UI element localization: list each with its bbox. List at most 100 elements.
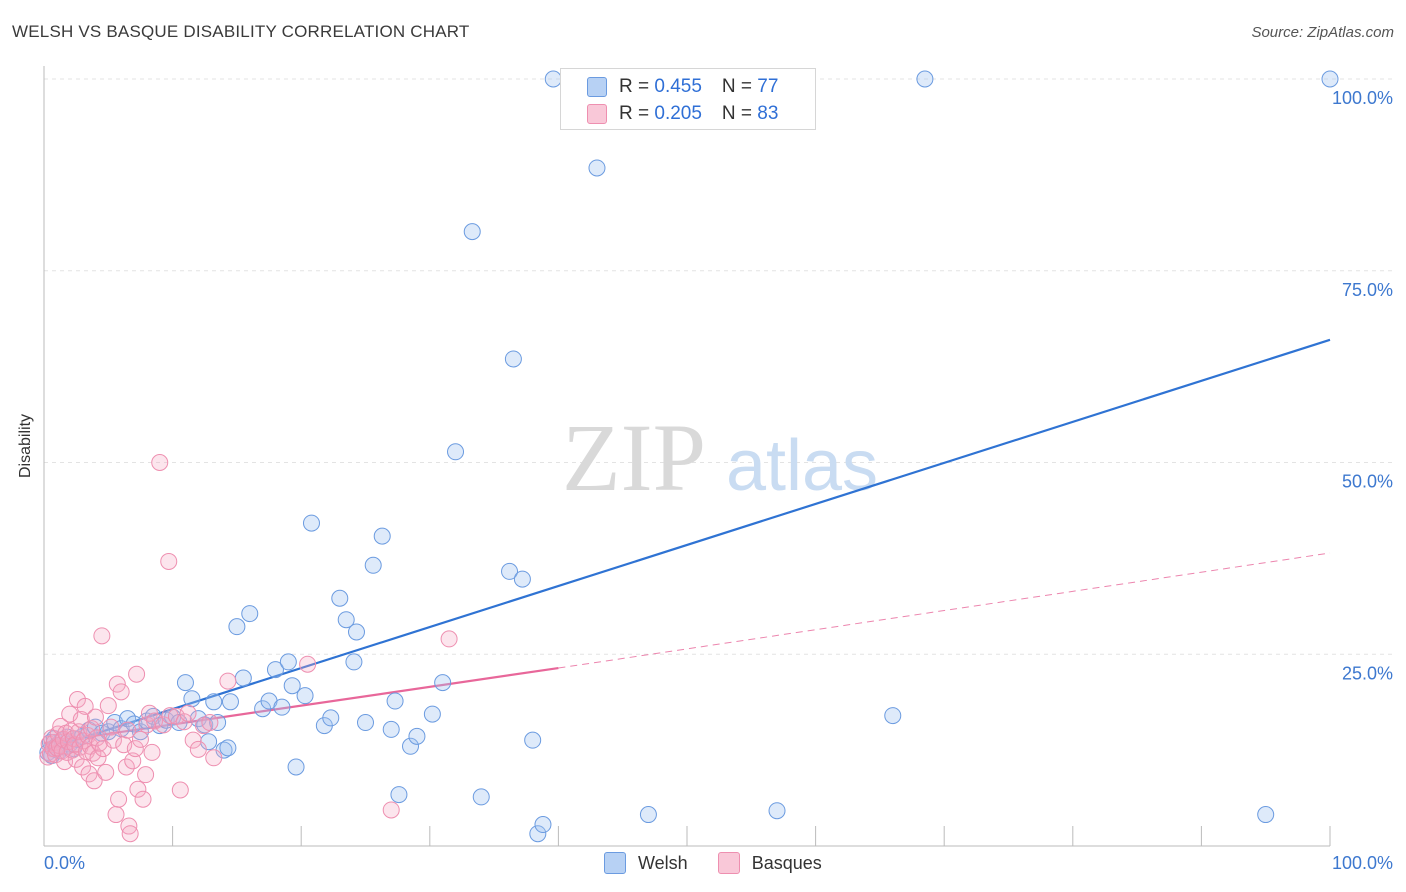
welsh-point-56 xyxy=(345,653,363,671)
welsh-point-72 xyxy=(513,570,531,588)
basque-point-52 xyxy=(117,758,135,776)
series-legend: Welsh Basques xyxy=(604,852,852,874)
basque-point-79 xyxy=(205,749,223,767)
welsh-point-47 xyxy=(283,677,301,695)
welsh-point-81 xyxy=(916,70,934,88)
grid-lines xyxy=(44,78,1394,655)
welsh-point-40 xyxy=(234,669,252,687)
watermark-atlas: atlas xyxy=(726,426,878,506)
welsh-point-80 xyxy=(884,707,902,725)
welsh-point-46 xyxy=(279,653,297,671)
welsh-point-62 xyxy=(390,786,408,804)
basque-point-36 xyxy=(85,772,103,790)
basque-point-58 xyxy=(128,665,146,683)
basque-point-43 xyxy=(97,763,115,781)
legend-item-welsh[interactable]: Welsh xyxy=(604,852,688,874)
welsh-point-41 xyxy=(241,605,259,623)
y-tick-label-50: 50.0% xyxy=(1342,472,1393,492)
welsh-r-value: 0.455 xyxy=(654,76,702,97)
basque-point-69 xyxy=(160,552,178,570)
watermark-zip: ZIP xyxy=(562,404,706,511)
welsh-point-45 xyxy=(273,698,291,716)
welsh-point-66 xyxy=(434,674,452,692)
x-tick-label-0: 0.0% xyxy=(44,853,85,873)
welsh-point-30 xyxy=(183,690,201,708)
basque-n-value: 83 xyxy=(757,103,779,124)
welsh-trend-line xyxy=(43,338,1331,752)
welsh-point-59 xyxy=(373,527,391,545)
legend-welsh-swatch xyxy=(604,852,626,874)
basque-point-59 xyxy=(129,780,147,798)
welsh-point-82 xyxy=(1257,806,1275,824)
welsh-point-68 xyxy=(463,223,481,241)
legend-item-basques[interactable]: Basques xyxy=(717,852,822,874)
basque-point-10 xyxy=(52,717,70,735)
welsh-point-78 xyxy=(639,806,657,824)
welsh-point-48 xyxy=(287,758,305,776)
welsh-point-53 xyxy=(331,589,349,607)
welsh-point-39 xyxy=(228,618,246,636)
welsh-point-83 xyxy=(1321,70,1339,88)
stats-legend: R = 0.455 N = 77 R = 0.205 N = 83 xyxy=(560,68,816,130)
legend-basques-label: Basques xyxy=(751,852,822,873)
basque-point-82 xyxy=(382,801,400,819)
welsh-point-49 xyxy=(296,687,314,705)
x-tick-label-100: 100.0% xyxy=(1332,853,1393,873)
welsh-point-79 xyxy=(768,802,786,820)
legend-basques-swatch xyxy=(717,852,740,874)
basque-n-label: N = xyxy=(721,103,758,124)
legend-welsh-label: Welsh xyxy=(638,852,688,873)
basque-point-41 xyxy=(93,627,111,645)
basque-r-label: R = xyxy=(619,103,655,124)
basque-point-83 xyxy=(440,630,458,648)
basque-point-48 xyxy=(108,675,126,693)
basque-point-74 xyxy=(179,704,197,722)
welsh-point-74 xyxy=(529,825,547,843)
welsh-point-50 xyxy=(302,514,320,532)
basque-point-65 xyxy=(143,743,161,761)
welsh-r-label: R = xyxy=(619,76,655,97)
basque-point-44 xyxy=(99,697,117,715)
basque-point-57 xyxy=(126,740,144,758)
welsh-point-61 xyxy=(386,692,404,710)
welsh-n-label: N = xyxy=(721,76,758,97)
data-points xyxy=(39,70,1339,843)
source-label: Source: ZipAtlas.com xyxy=(1251,24,1394,41)
welsh-point-70 xyxy=(501,562,519,580)
basque-point-20 xyxy=(65,730,83,748)
welsh-point-58 xyxy=(364,556,382,574)
welsh-point-55 xyxy=(347,623,365,641)
welsh-point-52 xyxy=(322,709,340,727)
basque-point-60 xyxy=(131,730,149,748)
axes xyxy=(43,66,1331,847)
basque-point-32 xyxy=(80,765,98,783)
welsh-n-value: 77 xyxy=(757,76,779,97)
basque-trend-extension xyxy=(558,552,1331,669)
basque-point-49 xyxy=(110,790,128,808)
y-tick-label-75: 75.0% xyxy=(1342,280,1393,300)
welsh-point-60 xyxy=(382,720,400,738)
welsh-point-71 xyxy=(504,350,522,368)
basque-point-75 xyxy=(184,731,202,749)
trend-lines xyxy=(43,338,1331,752)
welsh-point-38 xyxy=(221,693,239,711)
basque-point-80 xyxy=(219,672,237,690)
basque-point-39 xyxy=(89,749,107,767)
welsh-point-65 xyxy=(423,705,441,723)
welsh-point-37 xyxy=(219,739,237,757)
basque-point-78 xyxy=(201,714,219,732)
y-tick-label-25: 25.0% xyxy=(1342,663,1393,683)
welsh-point-67 xyxy=(447,443,465,461)
welsh-swatch xyxy=(587,77,607,97)
basque-point-61 xyxy=(134,790,152,808)
basque-point-46 xyxy=(104,731,122,749)
basque-point-81 xyxy=(299,655,317,673)
welsh-point-69 xyxy=(472,788,490,806)
welsh-point-29 xyxy=(176,674,194,692)
basque-point-76 xyxy=(189,740,207,758)
y-tick-label-100: 100.0% xyxy=(1332,88,1393,108)
basque-r-value: 0.205 xyxy=(654,103,702,124)
welsh-point-77 xyxy=(588,159,606,177)
welsh-point-73 xyxy=(524,731,542,749)
